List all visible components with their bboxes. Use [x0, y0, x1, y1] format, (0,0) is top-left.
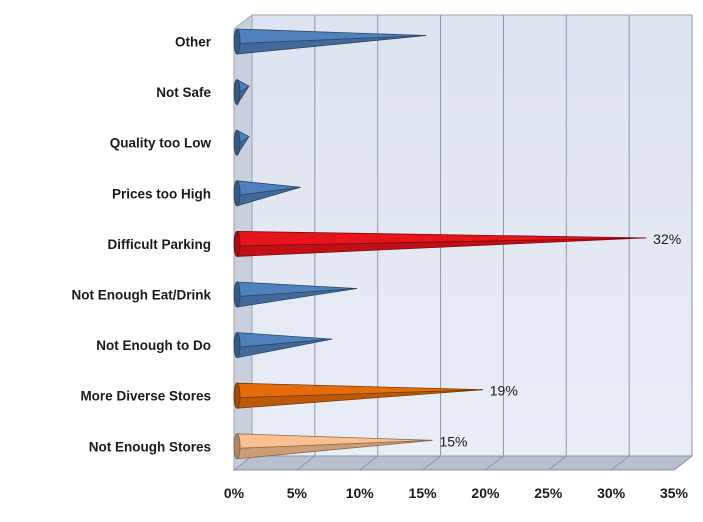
gridline-floor — [359, 455, 379, 471]
x-tick-label: 20% — [471, 485, 500, 501]
data-labels: 32% 19% 15% — [439, 231, 681, 449]
bar-not-enough-to-do — [233, 332, 332, 359]
category-label: Not Enough Eat/Drink — [72, 288, 212, 303]
category-labels: Other Not Safe Quality too Low Prices too H… — [72, 35, 212, 455]
x-tick-label: 5% — [287, 485, 308, 501]
bar-not-safe — [233, 78, 250, 106]
data-label: 15% — [439, 433, 467, 449]
x-tick-label: 25% — [534, 485, 563, 501]
x-tick-label: 35% — [660, 485, 689, 501]
category-label: Not Safe — [156, 85, 211, 100]
bar-not-enough-eat-drink — [233, 281, 358, 308]
x-tick-label: 15% — [409, 485, 438, 501]
gridline-floor — [485, 455, 504, 471]
category-label: Quality too Low — [110, 136, 212, 151]
x-tick-label: 0% — [224, 485, 245, 501]
bars — [233, 28, 647, 460]
bar-more-diverse-stores — [233, 382, 483, 409]
data-label: 19% — [490, 383, 518, 399]
x-tick-label: 10% — [346, 485, 375, 501]
bar-difficult-parking — [233, 230, 647, 257]
category-label: Other — [175, 35, 212, 50]
category-label: Difficult Parking — [107, 237, 211, 252]
category-label: Prices too High — [112, 186, 211, 201]
category-label: Not Enough Stores — [89, 439, 211, 454]
bar-other — [233, 28, 427, 55]
gridline-floor — [547, 455, 567, 471]
bar-prices-too-high — [233, 180, 301, 207]
x-tick-label: 30% — [597, 485, 626, 501]
gridline-floor — [296, 455, 316, 471]
gridline-floor — [673, 455, 693, 471]
bar-quality-too-low — [233, 129, 250, 157]
category-label: Not Enough to Do — [96, 338, 211, 353]
x-tick-labels: 0% 5% 10% 15% 20% 25% 30% 35% — [224, 485, 689, 501]
gridline-floor — [422, 455, 441, 471]
gridline-floor — [610, 455, 630, 471]
category-label: More Diverse Stores — [80, 389, 211, 404]
data-label: 32% — [653, 231, 681, 247]
floor — [232, 455, 694, 471]
bar-not-enough-stores — [233, 433, 433, 460]
